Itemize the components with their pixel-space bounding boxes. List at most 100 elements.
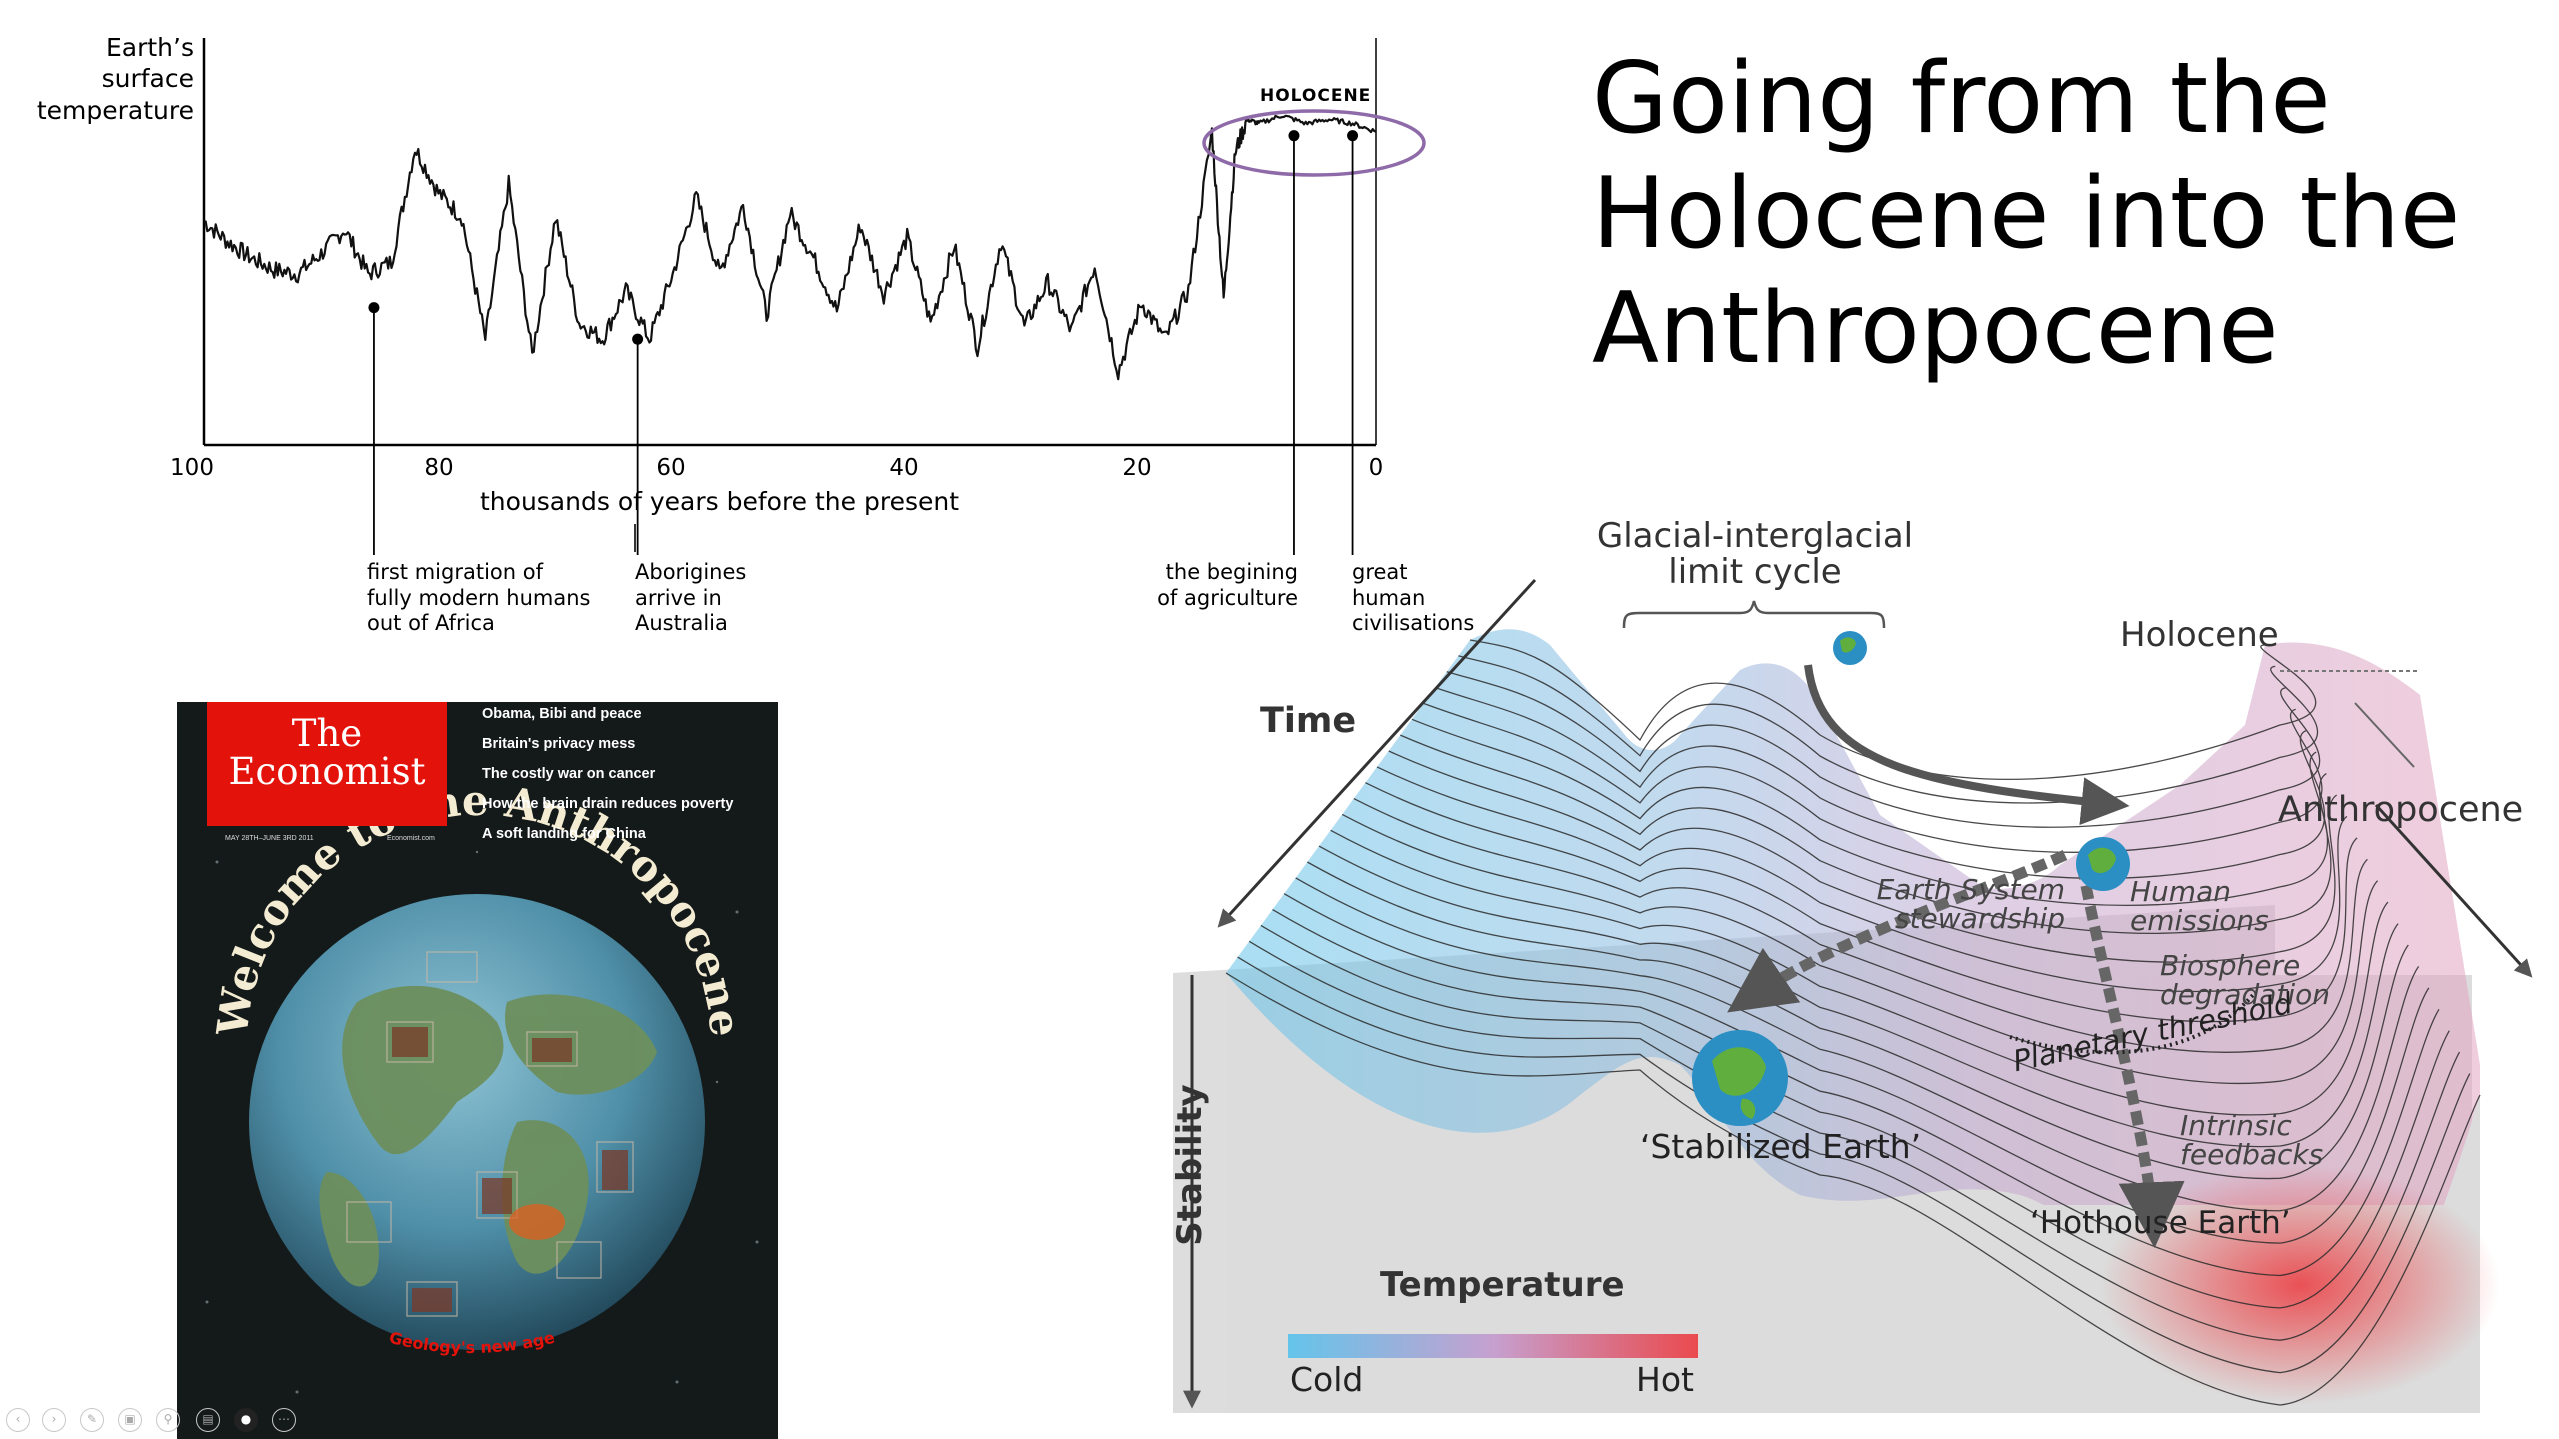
slide-title-line: Holocene into the [1592,157,2461,271]
anthropocene-diagram-label: Anthropocene [2278,790,2524,830]
annotation-line: first migration of [367,560,543,584]
label-line: Human [2130,875,2231,908]
earth-anthropocene-icon [2076,837,2130,891]
contour-line [1353,798,2368,1053]
contour-line [1306,861,2409,1180]
landscape-diagram: Glacial-interglacial limit cycle Holocen… [1120,505,2559,1439]
annotation-civilisations: great human civilisations [1352,560,1474,637]
contour-line [1248,940,2461,1341]
annotation-line: Australia [635,611,728,636]
chart-y-axis-label: Earth’s surface temperature [0,32,194,126]
cover-headlines: Obama, Bibi and peace Britain's privacy … [482,704,733,854]
camera-icon[interactable]: ● [234,1408,258,1432]
contour-line [1225,972,2481,1406]
annotation-line: out of Africa [367,611,495,636]
contour-line [1458,655,2319,804]
contour-line [1376,766,2348,993]
temperature-legend-bar [1288,1334,1698,1358]
anthropocene-guide [2354,702,2415,768]
x-axis-label: thousands of years before the present [480,487,960,516]
contour-line [1341,813,2379,1085]
x-tick-label: 40 [889,455,919,481]
glacial-label: Glacial-interglacial limit cycle [1580,516,1930,592]
glacial-label-line: limit cycle [1668,551,1842,592]
time-label: Time [1260,701,1357,741]
masthead-line: Economist [228,750,426,793]
annotation-point [1347,130,1359,142]
temperature-chart: Earth’s surface temperature HOLOCENE 100… [0,0,1500,660]
label-line: Earth System [1876,873,2065,906]
contour-line [1272,909,2440,1277]
annotation-line: human [1352,585,1426,610]
earth-stabilized-icon [1692,1030,1788,1126]
legend-cold-label: Cold [1290,1360,1364,1399]
cover-dateline: MAY 28TH–JUNE 3RD 2011 [225,835,314,842]
contour-line [1446,671,2321,828]
contour-line [1400,734,2332,934]
intrinsic-feedbacks-label: Intrinsic feedbacks [2180,1111,2323,1170]
cover-headline: Obama, Bibi and peace [482,706,642,722]
cover-headline: The costly war on cancer [482,766,656,782]
economist-cover: Welcome to the Anthropocene Geology's ne… [177,702,778,1439]
temperature-plot [202,38,1426,555]
slide-title-line: Going from the [1592,42,2331,156]
y-label-line: Earth’s [105,33,194,62]
subtitles-icon[interactable]: ▤ [196,1408,220,1432]
legend-title: Temperature [1380,1265,1625,1305]
fire-glow [509,1204,565,1240]
contour-line [1434,686,2323,853]
contour-line [1330,829,2389,1116]
x-tick-label: 100 [170,455,214,481]
x-tick-label: 20 [1122,455,1152,481]
annotation-point [368,302,380,314]
y-label-line: surface [101,64,194,94]
zoom-icon[interactable]: ⚲ [156,1408,180,1432]
contour-line [1318,845,2399,1148]
contour-line [1388,750,2338,963]
label-line: stewardship [1894,902,2065,936]
slideshow-controls: ‹ › ✎ ▣ ⚲ ▤ ● ⋯ [0,1406,320,1436]
cover-headline: A soft landing for China [482,826,646,842]
cover-headline: Britain's privacy mess [482,736,636,752]
annotation-point [1288,130,1300,142]
stability-label: Stability [1170,1084,1210,1246]
pen-icon[interactable]: ✎ [80,1408,104,1432]
x-tick-label: 0 [1368,455,1384,481]
label-line: degradation [2160,978,2331,1012]
contour-line [1283,893,2430,1244]
label-line: feedbacks [2180,1138,2324,1172]
contour-line [1295,877,2420,1212]
y-label-line: temperature [36,95,194,125]
legend-hot-label: Hot [1636,1360,1694,1399]
economist-masthead: The Economist [207,702,447,826]
landscape-surface [1226,629,2480,1205]
cover-headline: How the brain drain reduces poverty [482,796,734,812]
landscape-front-fill [1226,973,2480,1413]
hot-zone [2100,1165,2500,1405]
contour-line [1237,956,2471,1374]
biosphere-degradation-label: Biosphere degradation [2160,951,2330,1010]
label-line: Intrinsic [2180,1109,2292,1142]
slide-title-line: Anthropocene [1592,272,2279,386]
holocene-label: HOLOCENE [1260,86,1372,106]
previous-icon[interactable]: ‹ [6,1408,30,1432]
slides-icon[interactable]: ▣ [118,1408,142,1432]
annotation-agriculture: the begining of agriculture [1100,560,1298,611]
masthead-line: The [291,712,363,755]
time-arrow [1217,578,1537,928]
construction-cutouts [392,1027,628,1312]
stabilized-earth-label: ‘Stabilized Earth’ [1640,1127,1922,1166]
annotation-line: civilisations [1352,611,1475,636]
cover-website: Economist.com [387,835,435,842]
human-emissions-label: Human emissions [2130,877,2269,936]
more-icon[interactable]: ⋯ [272,1408,296,1432]
continents [319,985,657,1287]
annotation-aborigines: Aborigines arrive in Australia [635,560,746,637]
annotation-line: Aborigines [635,560,747,584]
scaffolding [346,951,634,1317]
next-icon[interactable]: › [42,1408,66,1432]
slide-title: Going from the Holocene into the Anthrop… [1592,50,2460,395]
annotation-line: the begining [1165,560,1298,584]
earth-system-stewardship-label: Earth System stewardship [1825,875,2065,934]
glacial-label-line: Glacial-interglacial [1596,516,1914,556]
